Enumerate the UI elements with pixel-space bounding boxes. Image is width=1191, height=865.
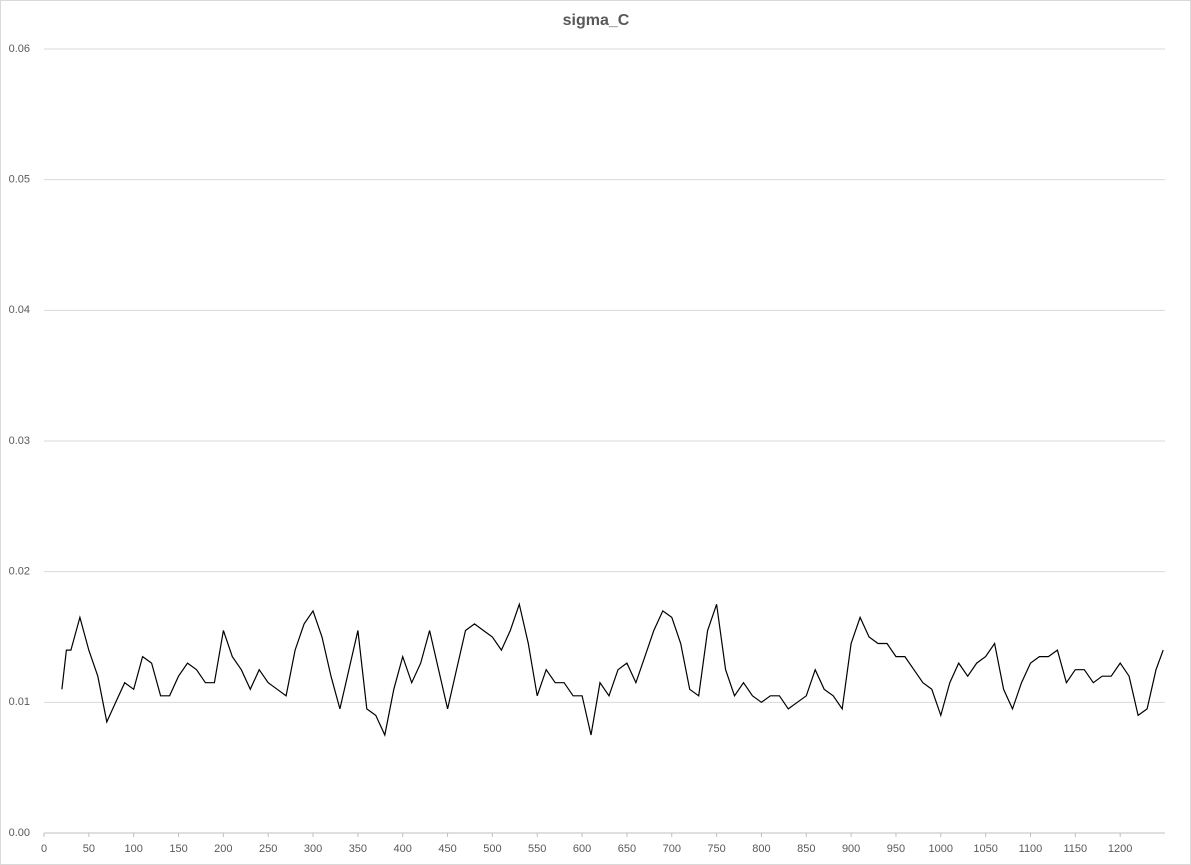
chart-title: sigma_C bbox=[563, 12, 630, 29]
x-tick-label: 1100 bbox=[1019, 843, 1043, 855]
x-tick-label: 600 bbox=[573, 843, 591, 855]
x-tick-label: 0 bbox=[41, 843, 47, 855]
x-tick-label: 50 bbox=[83, 843, 95, 855]
x-tick-label: 350 bbox=[349, 843, 367, 855]
x-tick-label: 300 bbox=[304, 843, 322, 855]
x-tick-label: 1200 bbox=[1108, 843, 1132, 855]
x-tick-label: 900 bbox=[842, 843, 860, 855]
y-tick-label: 0.04 bbox=[9, 304, 30, 316]
y-tick-label: 0.01 bbox=[9, 696, 30, 708]
x-tick-label: 650 bbox=[618, 843, 636, 855]
x-tick-label: 750 bbox=[707, 843, 725, 855]
x-tick-label: 700 bbox=[663, 843, 681, 855]
y-tick-label: 0.05 bbox=[9, 174, 30, 186]
x-tick-label: 1150 bbox=[1063, 843, 1087, 855]
x-tick-label: 1000 bbox=[929, 843, 953, 855]
x-tick-label: 950 bbox=[887, 843, 905, 855]
y-tick-label: 0.00 bbox=[9, 827, 30, 839]
x-tick-label: 250 bbox=[259, 843, 277, 855]
y-tick-label: 0.03 bbox=[9, 435, 30, 447]
x-tick-label: 200 bbox=[214, 843, 232, 855]
x-tick-label: 100 bbox=[125, 843, 143, 855]
x-tick-label: 400 bbox=[394, 843, 412, 855]
x-tick-label: 150 bbox=[169, 843, 187, 855]
x-tick-label: 800 bbox=[752, 843, 770, 855]
line bbox=[61, 602, 1164, 737]
x-tick-label: 850 bbox=[797, 843, 815, 855]
y-tick-label: 0.06 bbox=[9, 43, 30, 55]
x-tick-label: 500 bbox=[483, 843, 501, 855]
x-tick-label: 550 bbox=[528, 843, 546, 855]
x-tick-label: 1050 bbox=[973, 843, 997, 855]
x-tick-label: 450 bbox=[438, 843, 456, 855]
y-tick-label: 0.02 bbox=[9, 566, 30, 578]
